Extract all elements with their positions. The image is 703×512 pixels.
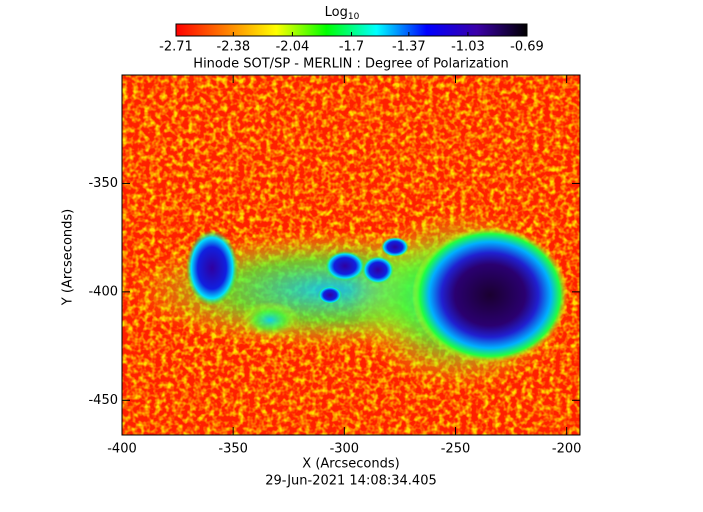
x-tick-label: -200 bbox=[552, 442, 582, 457]
x-axis-label: X (Arcseconds) bbox=[302, 457, 399, 472]
colorbar-tick-label: -1.37 bbox=[392, 40, 426, 55]
heatmap-image bbox=[122, 75, 580, 435]
y-tick-label: -400 bbox=[88, 284, 118, 299]
plot-frame bbox=[121, 74, 581, 436]
colorbar-tick-label: -1.7 bbox=[339, 40, 364, 55]
y-tick-label: -350 bbox=[88, 176, 118, 191]
colorbar-tick-label: -0.69 bbox=[510, 40, 544, 55]
colorbar-label-main: Log bbox=[325, 5, 348, 20]
colorbar-tick-label: -1.03 bbox=[451, 40, 485, 55]
x-tick-label: -300 bbox=[330, 442, 360, 457]
y-axis-label: Y (Arcseconds) bbox=[61, 209, 76, 306]
colorbar-label: Log10 bbox=[325, 5, 360, 22]
x-tick-label: -400 bbox=[107, 442, 137, 457]
chart-title: Hinode SOT/SP - MERLIN : Degree of Polar… bbox=[193, 57, 508, 72]
colorbar-label-sub: 10 bbox=[348, 12, 360, 22]
colorbar-tick-label: -2.71 bbox=[159, 40, 193, 55]
y-tick-label: -450 bbox=[88, 393, 118, 408]
colorbar-tick-label: -2.04 bbox=[276, 40, 310, 55]
x-tick-label: -250 bbox=[441, 442, 471, 457]
x-tick-label: -350 bbox=[218, 442, 248, 457]
footer-timestamp: 29-Jun-2021 14:08:34.405 bbox=[265, 474, 437, 489]
colorbar-tick-label: -2.38 bbox=[217, 40, 251, 55]
